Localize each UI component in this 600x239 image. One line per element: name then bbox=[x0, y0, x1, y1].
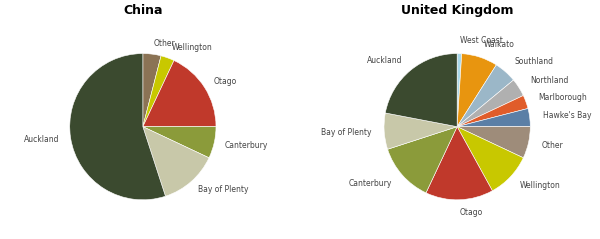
Wedge shape bbox=[457, 127, 523, 191]
Text: Wellington: Wellington bbox=[172, 43, 212, 52]
Wedge shape bbox=[457, 96, 528, 127]
Text: Bay of Plenty: Bay of Plenty bbox=[199, 185, 249, 194]
Wedge shape bbox=[385, 54, 457, 127]
Text: West Coast: West Coast bbox=[460, 36, 503, 45]
Wedge shape bbox=[457, 54, 496, 127]
Wedge shape bbox=[388, 127, 457, 193]
Wedge shape bbox=[457, 109, 530, 127]
Title: China: China bbox=[123, 4, 163, 16]
Text: Marlborough: Marlborough bbox=[538, 93, 587, 102]
Wedge shape bbox=[143, 60, 216, 127]
Text: Canterbury: Canterbury bbox=[225, 141, 268, 150]
Wedge shape bbox=[457, 65, 514, 127]
Text: Other: Other bbox=[541, 141, 563, 150]
Wedge shape bbox=[457, 54, 462, 127]
Wedge shape bbox=[384, 113, 457, 149]
Wedge shape bbox=[143, 127, 216, 158]
Wedge shape bbox=[143, 56, 174, 127]
Text: Otago: Otago bbox=[460, 208, 483, 217]
Text: Waikato: Waikato bbox=[484, 40, 515, 49]
Text: Auckland: Auckland bbox=[367, 56, 402, 65]
Title: United Kingdom: United Kingdom bbox=[401, 4, 514, 16]
Text: Otago: Otago bbox=[214, 77, 237, 86]
Wedge shape bbox=[457, 80, 523, 127]
Wedge shape bbox=[143, 54, 161, 127]
Text: Canterbury: Canterbury bbox=[349, 179, 392, 188]
Text: Southland: Southland bbox=[514, 57, 553, 66]
Text: Northland: Northland bbox=[530, 76, 568, 85]
Text: Hawke's Bay: Hawke's Bay bbox=[543, 111, 591, 120]
Text: Auckland: Auckland bbox=[24, 135, 60, 144]
Text: Wellington: Wellington bbox=[520, 181, 561, 190]
Wedge shape bbox=[143, 127, 209, 196]
Text: Other: Other bbox=[154, 39, 175, 48]
Wedge shape bbox=[426, 127, 493, 200]
Wedge shape bbox=[457, 127, 530, 158]
Wedge shape bbox=[70, 54, 166, 200]
Text: Bay of Plenty: Bay of Plenty bbox=[320, 128, 371, 137]
